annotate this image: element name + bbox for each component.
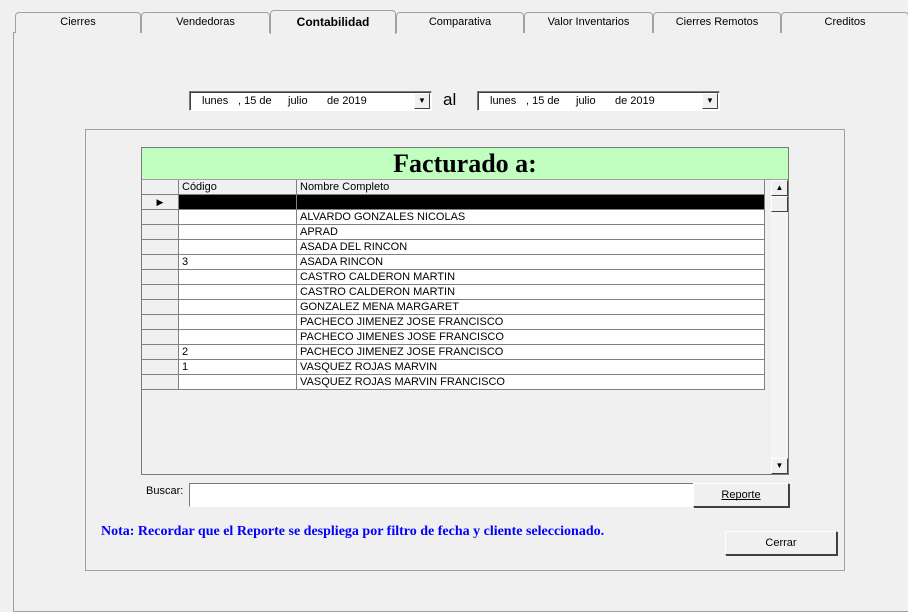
tab-creditos[interactable]: Creditos: [781, 12, 908, 33]
group-box: [85, 129, 845, 571]
row-indicator[interactable]: [142, 225, 179, 240]
date-to-picker[interactable]: lunes , 15 de julio de 2019 ▼: [477, 91, 720, 111]
row-indicator[interactable]: [142, 315, 179, 330]
date-to-day: , 15 de: [526, 95, 560, 107]
cell-codigo[interactable]: [179, 210, 297, 225]
cell-nombre[interactable]: PACHECO JIMENEZ JOSE FRANCISCO: [297, 345, 765, 360]
report-label: Reporte: [721, 489, 761, 501]
date-to-year: de 2019: [615, 95, 655, 107]
cell-codigo[interactable]: 3: [179, 255, 297, 270]
row-indicator[interactable]: [142, 375, 179, 390]
header-codigo[interactable]: Código: [179, 180, 297, 195]
search-input[interactable]: [189, 483, 694, 507]
note-text: Nota: Recordar que el Reporte se desplie…: [101, 524, 605, 539]
row-indicator[interactable]: [142, 285, 179, 300]
header-nombre[interactable]: Nombre Completo: [297, 180, 765, 195]
row-indicator[interactable]: [142, 300, 179, 315]
date-from-picker[interactable]: lunes , 15 de julio de 2019 ▼: [189, 91, 432, 111]
cell-codigo[interactable]: [179, 375, 297, 390]
table-row[interactable]: APRAD: [142, 225, 765, 240]
date-to-weekday: lunes: [490, 95, 517, 107]
row-indicator[interactable]: [142, 240, 179, 255]
table-row[interactable]: 3 ASADA RINCON: [142, 255, 765, 270]
cell-codigo[interactable]: [179, 300, 297, 315]
date-separator: al: [443, 90, 457, 109]
cell-codigo[interactable]: [179, 225, 297, 240]
row-indicator[interactable]: ▶: [142, 195, 179, 210]
cell-nombre[interactable]: CASTRO CALDERON MARTIN: [297, 270, 765, 285]
cell-codigo[interactable]: 1: [179, 360, 297, 375]
cell-codigo[interactable]: [179, 240, 297, 255]
tab-cierres[interactable]: Cierres: [15, 12, 141, 33]
cell-codigo[interactable]: 2: [179, 345, 297, 360]
scroll-down-icon[interactable]: ▼: [771, 458, 788, 474]
table-row[interactable]: VASQUEZ ROJAS MARVIN FRANCISCO: [142, 375, 765, 390]
vertical-scrollbar[interactable]: ▲ ▼: [771, 180, 788, 474]
cell-nombre[interactable]: ALVARDO GONZALES NICOLAS: [297, 210, 765, 225]
cell-nombre[interactable]: APRAD: [297, 225, 765, 240]
tab-comparativa[interactable]: Comparativa: [396, 12, 524, 33]
table-row[interactable]: GONZALEZ MENA MARGARET: [142, 300, 765, 315]
chevron-down-icon[interactable]: ▼: [702, 93, 718, 109]
scroll-up-icon[interactable]: ▲: [771, 180, 788, 196]
table-row[interactable]: 2 PACHECO JIMENEZ JOSE FRANCISCO: [142, 345, 765, 360]
table-row[interactable]: PACHECO JIMENES JOSE FRANCISCO: [142, 330, 765, 345]
row-indicator[interactable]: [142, 345, 179, 360]
date-from-year: de 2019: [327, 95, 367, 107]
table-row[interactable]: CASTRO CALDERON MARTIN: [142, 285, 765, 300]
cell-nombre[interactable]: [297, 195, 765, 210]
grid-title: Facturado a:: [142, 148, 788, 180]
cell-nombre[interactable]: PACHECO JIMENES JOSE FRANCISCO: [297, 330, 765, 345]
cell-codigo[interactable]: [179, 270, 297, 285]
table-row[interactable]: 1 VASQUEZ ROJAS MARVIN: [142, 360, 765, 375]
date-to-month: julio: [576, 95, 596, 107]
cell-nombre[interactable]: ASADA DEL RINCON: [297, 240, 765, 255]
table-row[interactable]: ALVARDO GONZALES NICOLAS: [142, 210, 765, 225]
row-indicator[interactable]: [142, 330, 179, 345]
tab-contabilidad[interactable]: Contabilidad: [270, 10, 396, 34]
tab-cierres-remotos[interactable]: Cierres Remotos: [653, 12, 781, 33]
tab-valor-inventarios[interactable]: Valor Inventarios: [524, 12, 653, 33]
cell-codigo[interactable]: [179, 315, 297, 330]
cell-nombre[interactable]: ASADA RINCON: [297, 255, 765, 270]
report-button[interactable]: Reporte: [693, 483, 789, 507]
table-row[interactable]: ▶: [142, 195, 765, 210]
table-row[interactable]: PACHECO JIMENEZ JOSE FRANCISCO: [142, 315, 765, 330]
row-indicator[interactable]: [142, 360, 179, 375]
row-indicator[interactable]: [142, 270, 179, 285]
cell-nombre[interactable]: VASQUEZ ROJAS MARVIN: [297, 360, 765, 375]
tab-vendedoras[interactable]: Vendedoras: [141, 12, 270, 33]
customer-grid: Facturado a: Código Nombre Completo ▶ ALV…: [141, 147, 789, 475]
date-from-month: julio: [288, 95, 308, 107]
row-indicator[interactable]: [142, 255, 179, 270]
date-from-weekday: lunes: [202, 95, 229, 107]
scroll-thumb[interactable]: [771, 196, 788, 212]
cell-codigo[interactable]: [179, 285, 297, 300]
cell-codigo[interactable]: [179, 330, 297, 345]
table-row[interactable]: CASTRO CALDERON MARTIN: [142, 270, 765, 285]
chevron-down-icon[interactable]: ▼: [414, 93, 430, 109]
cell-nombre[interactable]: GONZALEZ MENA MARGARET: [297, 300, 765, 315]
cell-nombre[interactable]: CASTRO CALDERON MARTIN: [297, 285, 765, 300]
cell-codigo[interactable]: [179, 195, 297, 210]
table-row[interactable]: ASADA DEL RINCON: [142, 240, 765, 255]
cell-nombre[interactable]: PACHECO JIMENEZ JOSE FRANCISCO: [297, 315, 765, 330]
grid-header: Código Nombre Completo: [142, 180, 765, 195]
header-indicator: [142, 180, 179, 195]
row-indicator[interactable]: [142, 210, 179, 225]
cell-nombre[interactable]: VASQUEZ ROJAS MARVIN FRANCISCO: [297, 375, 765, 390]
search-label: Buscar:: [146, 485, 184, 497]
date-from-day: , 15 de: [238, 95, 272, 107]
close-button[interactable]: Cerrar: [725, 531, 837, 555]
